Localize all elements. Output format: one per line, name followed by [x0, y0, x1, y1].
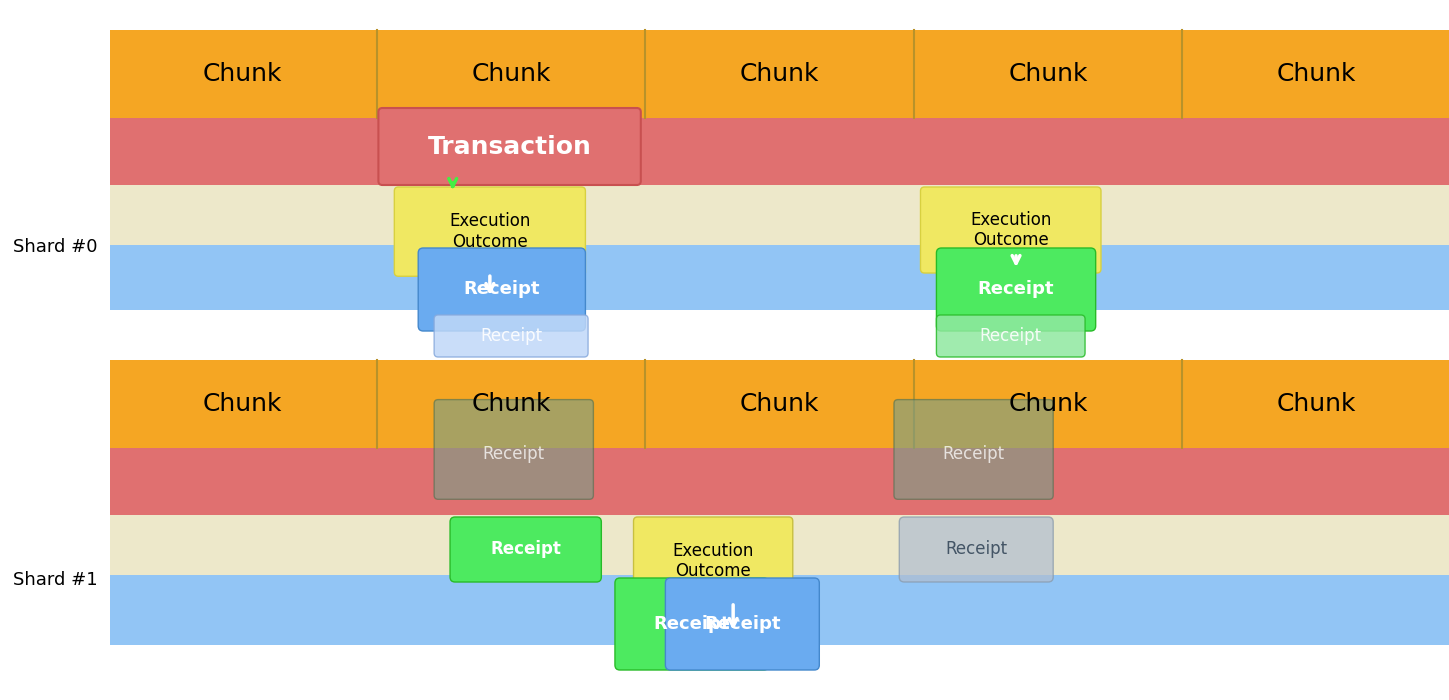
FancyBboxPatch shape [920, 187, 1101, 273]
Text: Chunk: Chunk [740, 392, 819, 416]
Text: Receipt: Receipt [980, 327, 1042, 345]
FancyBboxPatch shape [894, 400, 1053, 499]
Text: Chunk: Chunk [203, 392, 283, 416]
Bar [110, 30, 1449, 118]
Text: Receipt: Receipt [480, 327, 542, 345]
FancyBboxPatch shape [378, 108, 640, 185]
Text: Shard #0: Shard #0 [13, 239, 97, 256]
Text: Receipt: Receipt [704, 615, 781, 633]
Text: Chunk: Chunk [740, 62, 819, 86]
Text: Chunk: Chunk [471, 62, 551, 86]
FancyBboxPatch shape [394, 187, 585, 276]
Text: Execution
Outcome: Execution Outcome [969, 211, 1052, 249]
FancyBboxPatch shape [900, 517, 1053, 582]
Bar [110, 448, 1449, 515]
FancyBboxPatch shape [419, 248, 585, 331]
Text: Execution
Outcome: Execution Outcome [672, 542, 753, 580]
Text: Chunk: Chunk [203, 62, 283, 86]
Text: Receipt: Receipt [483, 445, 545, 463]
FancyBboxPatch shape [435, 315, 588, 357]
Text: Chunk: Chunk [1009, 62, 1088, 86]
Text: Chunk: Chunk [471, 392, 551, 416]
Text: Chunk: Chunk [1009, 392, 1088, 416]
Text: Receipt: Receipt [464, 281, 540, 298]
Bar [110, 360, 1449, 448]
Text: Transaction: Transaction [427, 134, 591, 158]
Bar [110, 515, 1449, 575]
FancyBboxPatch shape [665, 578, 819, 670]
Text: Receipt: Receipt [942, 445, 1004, 463]
Text: Shard #1: Shard #1 [13, 571, 97, 589]
Text: Receipt: Receipt [490, 540, 561, 559]
Bar [110, 575, 1449, 645]
FancyBboxPatch shape [451, 517, 601, 582]
FancyBboxPatch shape [614, 578, 769, 670]
Bar [110, 185, 1449, 245]
Bar [110, 245, 1449, 310]
FancyBboxPatch shape [633, 517, 793, 605]
Text: Chunk: Chunk [1277, 392, 1356, 416]
FancyBboxPatch shape [936, 248, 1095, 331]
FancyBboxPatch shape [435, 400, 594, 499]
Text: Receipt: Receipt [945, 540, 1007, 559]
Text: Execution
Outcome: Execution Outcome [449, 212, 530, 251]
Text: Receipt: Receipt [653, 615, 730, 633]
Text: Chunk: Chunk [1277, 62, 1356, 86]
Bar [110, 118, 1449, 185]
Text: Receipt: Receipt [978, 281, 1055, 298]
FancyBboxPatch shape [936, 315, 1085, 357]
